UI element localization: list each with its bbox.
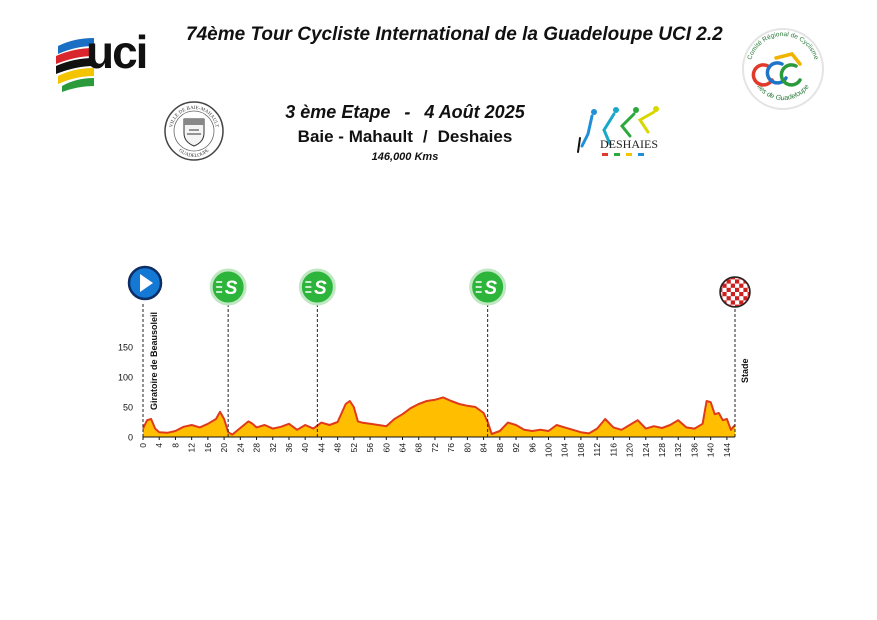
x-tick-label: 80 bbox=[462, 443, 472, 453]
profile-area bbox=[143, 397, 735, 437]
start-town: Baie - Mahault bbox=[297, 127, 413, 146]
x-tick-label: 52 bbox=[349, 443, 359, 453]
x-tick-label: 36 bbox=[284, 443, 294, 453]
deshaies-logo: DESHAIES bbox=[577, 106, 659, 156]
stage-number: 3 ème Etape bbox=[285, 102, 391, 122]
y-tick-label: 100 bbox=[118, 373, 133, 383]
x-tick-label: 68 bbox=[414, 443, 424, 453]
route-separator: / bbox=[422, 127, 428, 146]
sprint-marker-icon bbox=[469, 268, 507, 306]
x-tick-label: 144 bbox=[722, 443, 732, 457]
sprint-marker-label: S bbox=[314, 278, 327, 299]
x-tick-label: 40 bbox=[300, 443, 310, 453]
x-tick-label: 0 bbox=[138, 443, 148, 448]
x-tick-label: 92 bbox=[511, 443, 521, 453]
x-tick-label: 48 bbox=[333, 443, 343, 453]
y-tick-label: 150 bbox=[118, 343, 133, 353]
start-location-label: Giratoire de Beausoleil bbox=[149, 312, 159, 410]
x-tick-label: 108 bbox=[576, 443, 586, 457]
y-tick-label: 0 bbox=[128, 433, 133, 443]
x-tick-label: 140 bbox=[706, 443, 716, 457]
y-axis: 0 50 100 150 bbox=[118, 343, 133, 443]
stage-date: 4 Août 2025 bbox=[424, 102, 525, 122]
x-tick-label: 124 bbox=[641, 443, 651, 457]
x-tick-label: 112 bbox=[592, 443, 602, 457]
stage-distance: 146,000 Kms bbox=[371, 151, 439, 163]
deshaies-logo-text: DESHAIES bbox=[600, 137, 658, 151]
y-tick-label: 50 bbox=[123, 403, 133, 413]
sprint-marker-label: S bbox=[484, 278, 497, 299]
profile-area-layer bbox=[142, 396, 736, 437]
x-tick-label: 56 bbox=[365, 443, 375, 453]
x-tick-label: 8 bbox=[170, 443, 180, 448]
profile-line bbox=[142, 396, 736, 436]
baie-mahault-seal: VILLE DE BAIE-MAHAULT GUADELOUPE bbox=[164, 101, 224, 161]
x-tick-label: 116 bbox=[608, 443, 618, 457]
comite-logo: Comité Régional de Cyclisme Iles de Guad… bbox=[742, 28, 824, 110]
uci-rainbow-stripes bbox=[56, 38, 94, 92]
uci-logo: uci bbox=[56, 26, 148, 92]
finish-town: Deshaies bbox=[437, 127, 513, 146]
x-tick-label: 136 bbox=[689, 443, 699, 457]
play-icon bbox=[140, 274, 153, 292]
x-tick-label: 104 bbox=[560, 443, 570, 457]
finish-marker-ring bbox=[719, 276, 751, 308]
x-tick-label: 28 bbox=[252, 443, 262, 453]
deshaies-athletes-icon bbox=[577, 106, 659, 153]
deshaies-flags bbox=[602, 153, 644, 156]
uci-logo-text: uci bbox=[86, 26, 146, 78]
stage-separator: - bbox=[404, 102, 411, 122]
stage-line: 3 ème Etape -4 Août 2025 bbox=[280, 102, 530, 123]
x-tick-label: 88 bbox=[495, 443, 505, 453]
comite-cyclist-icon bbox=[751, 52, 802, 87]
x-tick-label: 84 bbox=[479, 443, 489, 453]
x-tick-label: 72 bbox=[430, 443, 440, 453]
x-tick-label: 20 bbox=[219, 443, 229, 453]
x-tick-label: 24 bbox=[235, 443, 245, 453]
x-tick-label: 44 bbox=[316, 443, 326, 453]
x-tick-label: 64 bbox=[398, 443, 408, 453]
checkered-flag-icon bbox=[721, 278, 749, 306]
x-tick-label: 128 bbox=[657, 443, 667, 457]
sprint-marker-label: S bbox=[225, 278, 238, 299]
x-tick-label: 60 bbox=[381, 443, 391, 453]
route-line: Baie - Mahault / Deshaies bbox=[280, 127, 530, 147]
x-tick-label: 12 bbox=[187, 443, 197, 453]
x-tick-label: 32 bbox=[268, 443, 278, 453]
x-tick-label: 76 bbox=[446, 443, 456, 453]
x-tick-label: 16 bbox=[203, 443, 213, 453]
x-tick-label: 100 bbox=[543, 443, 553, 457]
x-axis: 0 4 8 12 16 20 24 28 32 36 40 44 48 52 56 60 64 68 72 76 80 8… bbox=[138, 436, 735, 457]
markers-layer: Giratoire de Beausoleil S S S Stade bbox=[127, 265, 751, 437]
seal-shield-icon bbox=[183, 118, 205, 147]
x-tick-label: 4 bbox=[154, 443, 164, 448]
sprint-marker-icon bbox=[209, 268, 247, 306]
race-title: 74ème Tour Cycliste International de la … bbox=[186, 24, 723, 45]
x-tick-label: 132 bbox=[673, 443, 683, 457]
x-tick-label: 96 bbox=[527, 443, 537, 453]
x-tick-label: 120 bbox=[625, 443, 635, 457]
sprint-marker-icon bbox=[298, 268, 336, 306]
finish-location-label: Stade bbox=[740, 358, 750, 383]
